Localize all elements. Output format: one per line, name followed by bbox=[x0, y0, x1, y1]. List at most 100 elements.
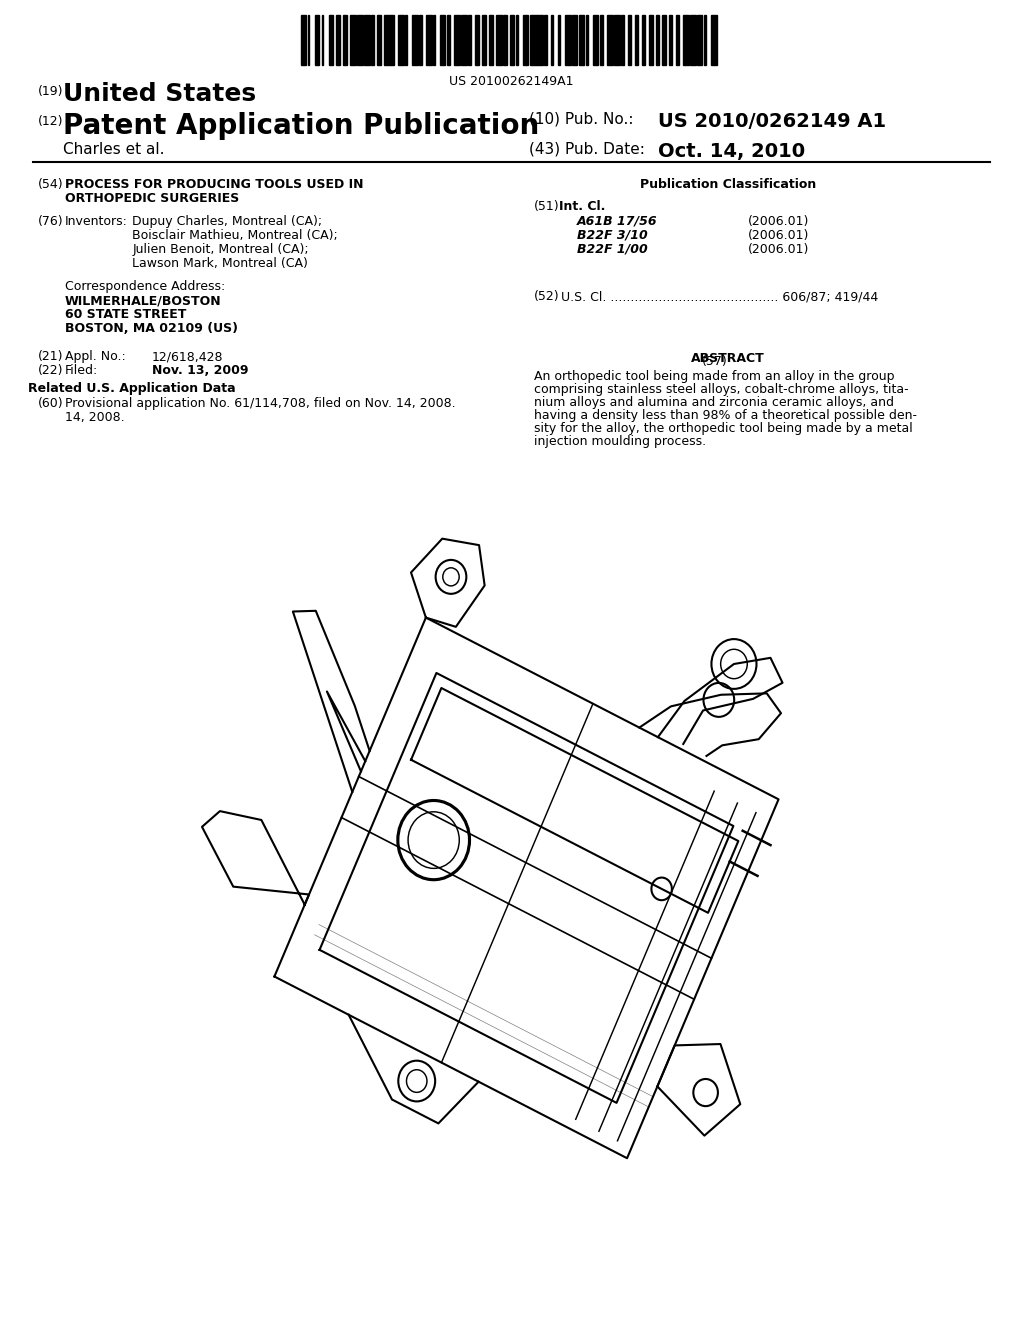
Bar bbox=[329, 15, 334, 65]
Bar bbox=[419, 15, 422, 65]
Bar bbox=[523, 15, 528, 65]
Bar bbox=[322, 15, 324, 65]
Text: (43) Pub. Date:: (43) Pub. Date: bbox=[529, 143, 645, 157]
Text: U.S. Cl. .......................................... 606/87; 419/44: U.S. Cl. ...............................… bbox=[561, 290, 879, 304]
Bar bbox=[503, 15, 507, 65]
Text: ABSTRACT: ABSTRACT bbox=[691, 352, 765, 366]
Bar bbox=[454, 15, 460, 65]
Bar bbox=[613, 15, 620, 65]
Bar bbox=[378, 15, 381, 65]
Text: (52): (52) bbox=[535, 290, 560, 304]
Bar bbox=[475, 15, 479, 65]
Bar bbox=[579, 15, 584, 65]
Text: WILMERHALE/BOSTON: WILMERHALE/BOSTON bbox=[65, 294, 221, 308]
Bar bbox=[628, 15, 631, 65]
Text: (60): (60) bbox=[38, 397, 63, 411]
Text: Boisclair Mathieu, Montreal (CA);: Boisclair Mathieu, Montreal (CA); bbox=[132, 228, 338, 242]
Text: United States: United States bbox=[62, 82, 256, 106]
Text: Oct. 14, 2010: Oct. 14, 2010 bbox=[658, 143, 806, 161]
Bar bbox=[301, 15, 305, 65]
Text: (12): (12) bbox=[38, 115, 63, 128]
Text: Related U.S. Application Data: Related U.S. Application Data bbox=[29, 381, 236, 395]
Bar bbox=[413, 15, 419, 65]
Bar bbox=[558, 15, 560, 65]
Text: Int. Cl.: Int. Cl. bbox=[559, 201, 605, 213]
Bar bbox=[593, 15, 598, 65]
Text: 12/618,428: 12/618,428 bbox=[152, 350, 223, 363]
Text: Provisional application No. 61/114,708, filed on Nov. 14, 2008.: Provisional application No. 61/114,708, … bbox=[65, 397, 456, 411]
Bar bbox=[551, 15, 553, 65]
Bar bbox=[697, 15, 701, 65]
Text: Julien Benoit, Montreal (CA);: Julien Benoit, Montreal (CA); bbox=[132, 243, 309, 256]
Text: having a density less than 98% of a theoretical possible den-: having a density less than 98% of a theo… bbox=[535, 409, 918, 422]
Bar bbox=[538, 15, 544, 65]
Bar bbox=[516, 15, 518, 65]
Text: (57): (57) bbox=[702, 355, 728, 368]
Text: Inventors:: Inventors: bbox=[65, 215, 128, 228]
Text: US 2010/0262149 A1: US 2010/0262149 A1 bbox=[658, 112, 887, 131]
Bar bbox=[440, 15, 444, 65]
Bar bbox=[607, 15, 613, 65]
Bar bbox=[308, 15, 309, 65]
Bar bbox=[545, 15, 548, 65]
Bar bbox=[677, 15, 680, 65]
Text: (2006.01): (2006.01) bbox=[748, 243, 809, 256]
Text: (76): (76) bbox=[38, 215, 63, 228]
Bar bbox=[648, 15, 653, 65]
Text: injection moulding process.: injection moulding process. bbox=[535, 436, 707, 447]
Text: Filed:: Filed: bbox=[65, 364, 98, 378]
Bar bbox=[349, 15, 355, 65]
Text: Lawson Mark, Montreal (CA): Lawson Mark, Montreal (CA) bbox=[132, 257, 308, 271]
Bar bbox=[461, 15, 467, 65]
Bar bbox=[433, 15, 434, 65]
Text: 60 STATE STREET: 60 STATE STREET bbox=[65, 308, 186, 321]
Text: (22): (22) bbox=[38, 364, 63, 378]
Bar bbox=[635, 15, 638, 65]
Bar bbox=[468, 15, 471, 65]
Bar bbox=[621, 15, 624, 65]
Bar bbox=[384, 15, 390, 65]
Text: (54): (54) bbox=[38, 178, 63, 191]
Bar bbox=[711, 15, 717, 65]
Text: A61B 17/56: A61B 17/56 bbox=[578, 215, 657, 228]
Text: Appl. No.:: Appl. No.: bbox=[65, 350, 125, 363]
Bar bbox=[496, 15, 502, 65]
Text: BOSTON, MA 02109 (US): BOSTON, MA 02109 (US) bbox=[65, 322, 238, 335]
Bar bbox=[655, 15, 658, 65]
Text: US 20100262149A1: US 20100262149A1 bbox=[450, 75, 573, 88]
Bar bbox=[343, 15, 347, 65]
Bar bbox=[406, 15, 407, 65]
Bar bbox=[690, 15, 696, 65]
Text: 14, 2008.: 14, 2008. bbox=[65, 411, 124, 424]
Text: comprising stainless steel alloys, cobalt-chrome alloys, tita-: comprising stainless steel alloys, cobal… bbox=[535, 383, 909, 396]
Bar bbox=[481, 15, 486, 65]
Bar bbox=[315, 15, 319, 65]
Text: PROCESS FOR PRODUCING TOOLS USED IN: PROCESS FOR PRODUCING TOOLS USED IN bbox=[65, 178, 364, 191]
Bar bbox=[530, 15, 537, 65]
Bar bbox=[371, 15, 374, 65]
Text: (2006.01): (2006.01) bbox=[748, 228, 809, 242]
Bar bbox=[488, 15, 494, 65]
Text: (10) Pub. No.:: (10) Pub. No.: bbox=[529, 112, 634, 127]
Text: (51): (51) bbox=[535, 201, 560, 213]
Bar bbox=[572, 15, 577, 65]
Text: ORTHOPEDIC SURGERIES: ORTHOPEDIC SURGERIES bbox=[65, 191, 239, 205]
Text: Charles et al.: Charles et al. bbox=[62, 143, 164, 157]
Text: nium alloys and alumina and zirconia ceramic alloys, and: nium alloys and alumina and zirconia cer… bbox=[535, 396, 894, 409]
Text: Nov. 13, 2009: Nov. 13, 2009 bbox=[152, 364, 249, 378]
Text: sity for the alloy, the orthopedic tool being made by a metal: sity for the alloy, the orthopedic tool … bbox=[535, 422, 913, 436]
Text: Correspondence Address:: Correspondence Address: bbox=[65, 280, 225, 293]
Bar bbox=[426, 15, 432, 65]
Text: B22F 1/00: B22F 1/00 bbox=[578, 243, 648, 256]
Bar bbox=[356, 15, 362, 65]
Bar bbox=[670, 15, 673, 65]
Bar bbox=[510, 15, 514, 65]
Text: (2006.01): (2006.01) bbox=[748, 215, 809, 228]
Text: Dupuy Charles, Montreal (CA);: Dupuy Charles, Montreal (CA); bbox=[132, 215, 323, 228]
Bar bbox=[586, 15, 588, 65]
Bar bbox=[336, 15, 340, 65]
Bar bbox=[446, 15, 450, 65]
Bar bbox=[705, 15, 706, 65]
Text: Publication Classification: Publication Classification bbox=[640, 178, 816, 191]
Bar bbox=[683, 15, 689, 65]
